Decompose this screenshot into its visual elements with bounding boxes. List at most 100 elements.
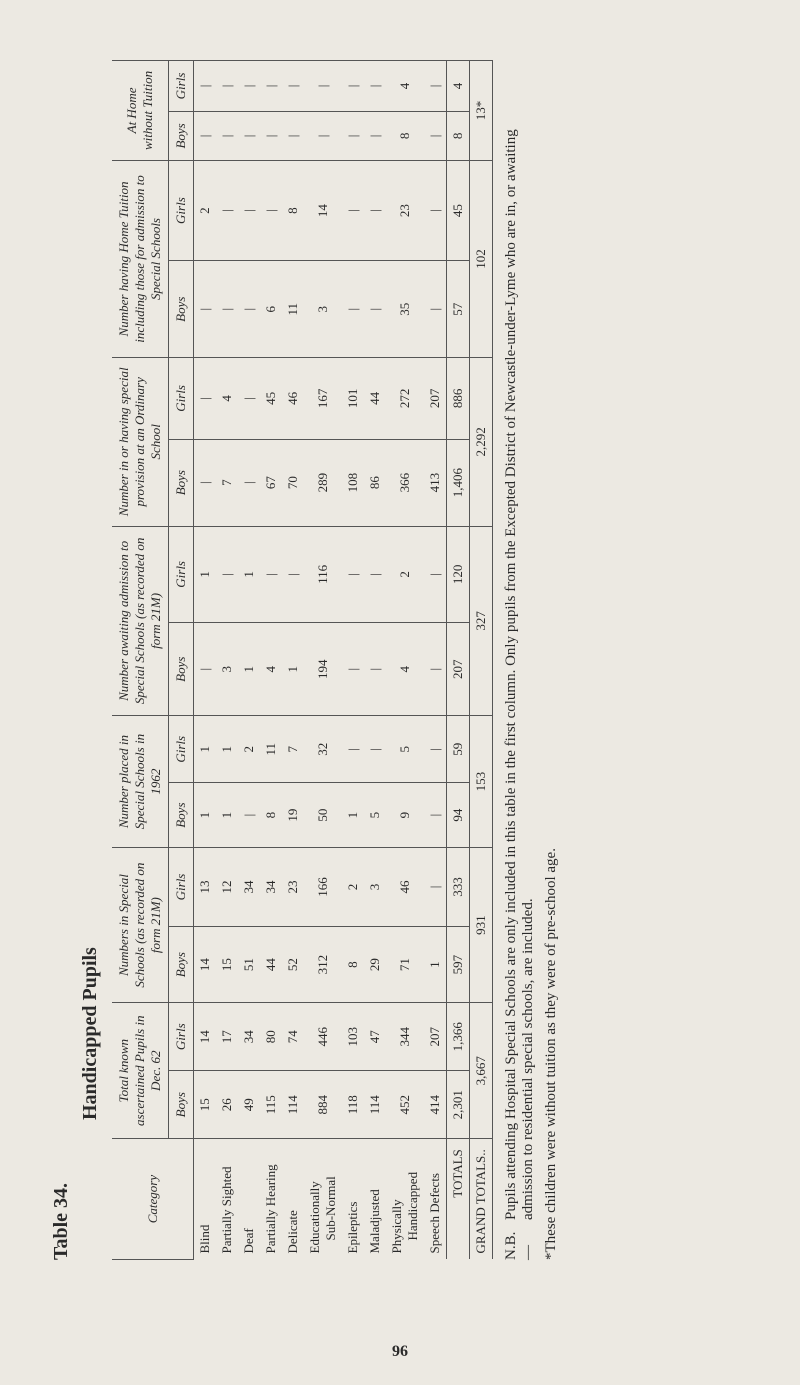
subhdr-girls: Girls xyxy=(169,61,194,112)
value-cell: 272 xyxy=(386,358,424,440)
value-cell: | xyxy=(238,783,260,848)
subhdr-boys: Boys xyxy=(169,439,194,526)
value-cell: 8 xyxy=(342,927,364,1003)
value-cell: 51 xyxy=(238,927,260,1003)
value-cell: | xyxy=(194,623,217,716)
value-cell: | xyxy=(342,261,364,358)
grand-total-cell: 13* xyxy=(470,61,493,161)
value-cell: 5 xyxy=(386,716,424,783)
value-cell: 46 xyxy=(386,847,424,926)
value-cell: 344 xyxy=(386,1003,424,1071)
value-cell: 15 xyxy=(216,927,238,1003)
value-cell: | xyxy=(282,526,304,623)
value-cell: | xyxy=(424,111,447,160)
totals-cell: 1,366 xyxy=(447,1003,470,1071)
nb-label: N.B.— xyxy=(503,1226,537,1260)
value-cell: | xyxy=(260,111,282,160)
value-cell: 6 xyxy=(260,261,282,358)
col-group-total-known: Total known ascertained Pupils in Dec. 6… xyxy=(112,1003,169,1139)
value-cell: | xyxy=(424,716,447,783)
subhdr-boys: Boys xyxy=(169,1071,194,1139)
value-cell: | xyxy=(238,160,260,260)
value-cell: | xyxy=(342,526,364,623)
col-group-awaiting: Number awaiting admission to Special Sch… xyxy=(112,526,169,716)
value-cell: 8 xyxy=(260,783,282,848)
value-cell: 1 xyxy=(194,716,217,783)
value-cell: 86 xyxy=(364,439,386,526)
value-cell: 74 xyxy=(282,1003,304,1071)
totals-label: TOTALS xyxy=(447,1139,470,1260)
value-cell: 1 xyxy=(342,783,364,848)
table-row: Deaf49345134|211|||||| xyxy=(238,61,260,1260)
col-group-in-special: Numbers in Special Schools (as recorded … xyxy=(112,847,169,1002)
value-cell: 26 xyxy=(216,1071,238,1139)
totals-cell: 333 xyxy=(447,847,470,926)
value-cell: 289 xyxy=(304,439,342,526)
totals-cell: 597 xyxy=(447,927,470,1003)
totals-cell: 59 xyxy=(447,716,470,783)
value-cell: 4 xyxy=(216,358,238,440)
value-cell: 44 xyxy=(260,927,282,1003)
value-cell: 2 xyxy=(342,847,364,926)
value-cell: 3 xyxy=(304,261,342,358)
grand-totals-row: GRAND TOTALS..3,6679311533272,29210213* xyxy=(470,61,493,1260)
value-cell: 1 xyxy=(194,783,217,848)
totals-cell: 1,406 xyxy=(447,439,470,526)
value-cell: | xyxy=(194,61,217,112)
category-cell: Partially Sighted xyxy=(216,1139,238,1260)
value-cell: 12 xyxy=(216,847,238,926)
value-cell: 14 xyxy=(304,160,342,260)
value-cell: | xyxy=(194,358,217,440)
value-cell: | xyxy=(342,160,364,260)
value-cell: 14 xyxy=(194,927,217,1003)
value-cell: 11 xyxy=(260,716,282,783)
value-cell: | xyxy=(424,61,447,112)
value-cell: 103 xyxy=(342,1003,364,1071)
value-cell: 166 xyxy=(304,847,342,926)
value-cell: | xyxy=(260,61,282,112)
value-cell: 114 xyxy=(364,1071,386,1139)
value-cell: 46 xyxy=(282,358,304,440)
value-cell: 312 xyxy=(304,927,342,1003)
value-cell: | xyxy=(238,61,260,112)
category-cell: Maladjusted xyxy=(364,1139,386,1260)
value-cell: 4 xyxy=(386,61,424,112)
value-cell: | xyxy=(216,111,238,160)
value-cell: 80 xyxy=(260,1003,282,1071)
value-cell: 101 xyxy=(342,358,364,440)
totals-cell: 94 xyxy=(447,783,470,848)
table-label: Table 34. xyxy=(50,60,73,1260)
value-cell: 13 xyxy=(194,847,217,926)
value-cell: 11 xyxy=(282,261,304,358)
value-cell: 167 xyxy=(304,358,342,440)
value-cell: 19 xyxy=(282,783,304,848)
value-cell: | xyxy=(364,623,386,716)
value-cell: | xyxy=(194,439,217,526)
value-cell: | xyxy=(238,111,260,160)
page-number: 96 xyxy=(0,1343,800,1361)
value-cell: 34 xyxy=(260,847,282,926)
value-cell: 8 xyxy=(282,160,304,260)
value-cell: 23 xyxy=(386,160,424,260)
category-cell: Partially Hearing xyxy=(260,1139,282,1260)
value-cell: | xyxy=(260,526,282,623)
value-cell: | xyxy=(424,526,447,623)
value-cell: 35 xyxy=(386,261,424,358)
value-cell: | xyxy=(282,111,304,160)
table-row: Epileptics118103821|||108101|||| xyxy=(342,61,364,1260)
value-cell: 70 xyxy=(282,439,304,526)
table-row: Educationally Sub-Normal8844463121665032… xyxy=(304,61,342,1260)
value-cell: 1 xyxy=(238,623,260,716)
value-cell: 7 xyxy=(216,439,238,526)
value-cell: 7 xyxy=(282,716,304,783)
subhdr-girls: Girls xyxy=(169,160,194,260)
value-cell: 413 xyxy=(424,439,447,526)
value-cell: | xyxy=(282,61,304,112)
value-cell: 29 xyxy=(364,927,386,1003)
category-cell: Blind xyxy=(194,1139,217,1260)
grand-total-cell: 102 xyxy=(470,160,493,357)
value-cell: | xyxy=(216,261,238,358)
subhdr-boys: Boys xyxy=(169,111,194,160)
handicapped-pupils-table: Category Total known ascertained Pupils … xyxy=(112,60,493,1260)
value-cell: | xyxy=(342,716,364,783)
